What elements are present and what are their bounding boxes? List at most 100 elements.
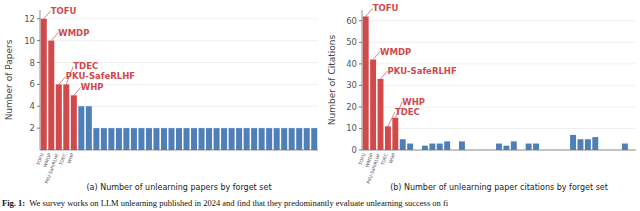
bar (585, 139, 591, 150)
bar (429, 144, 435, 150)
y-tick (359, 128, 362, 129)
x-tick-label: WHP (66, 152, 74, 164)
grid-line (362, 85, 636, 86)
y-tick-label: 0 (352, 145, 357, 155)
bar (370, 60, 376, 150)
annotation: PKU-SafeRLHF (66, 71, 135, 81)
bar (259, 128, 265, 150)
grid-line (40, 18, 318, 19)
bar (392, 118, 398, 150)
annotation-line (395, 102, 402, 118)
bar (131, 128, 137, 150)
y-tick-label: 40 (346, 59, 357, 69)
bar (607, 150, 613, 151)
bar (123, 128, 129, 150)
annotation-line (66, 66, 73, 84)
bar (385, 126, 391, 150)
bar (184, 128, 190, 150)
bar (101, 128, 107, 150)
bar (415, 150, 421, 151)
bar (407, 144, 413, 150)
bar (296, 128, 302, 150)
bar (221, 128, 227, 150)
bar (168, 128, 174, 150)
panel: 24681012Number of PapersTOFUWMDPPKU-Safe… (4, 6, 318, 192)
panel: 0102030405060Number of CitationsTOFUWMDP… (327, 3, 636, 192)
bar (570, 135, 576, 150)
y-tick (37, 128, 40, 129)
annotation-line (373, 52, 380, 60)
y-tick (37, 84, 40, 85)
bar (41, 19, 47, 150)
y-tick-label: 50 (346, 37, 357, 47)
bar (214, 128, 220, 150)
annotation-line (44, 11, 51, 19)
y-axis-label: Number of Papers (4, 39, 14, 120)
y-tick (359, 150, 362, 151)
bar (311, 128, 317, 150)
y-tick-label: 10 (24, 36, 35, 46)
annotation: WMDP (58, 28, 89, 38)
annotation: TDEC (395, 107, 420, 117)
bar (289, 128, 295, 150)
annotation-line (51, 33, 58, 41)
y-tick (359, 106, 362, 107)
figure: 24681012Number of PapersTOFUWMDPPKU-Safe… (0, 0, 640, 211)
bar (251, 128, 257, 150)
bar (363, 16, 369, 150)
annotation: WHP (81, 82, 104, 92)
y-tick (359, 20, 362, 21)
bar (138, 128, 144, 150)
bar (474, 150, 480, 151)
bar (600, 150, 606, 151)
bar (86, 106, 92, 150)
grid-line (362, 42, 636, 43)
bar (444, 141, 450, 150)
bar (153, 128, 159, 150)
bar (592, 137, 598, 150)
x-tick-label: TDEC (58, 153, 67, 167)
bar (452, 150, 458, 151)
bar (93, 128, 99, 150)
bar (206, 128, 212, 150)
bar (481, 150, 487, 151)
bar (304, 128, 310, 150)
bar (615, 150, 621, 151)
x-tick-label: WHP (388, 152, 396, 164)
x-tick-label: PKU-SafeRLHF (44, 152, 60, 184)
y-tick-label: 30 (346, 80, 357, 90)
annotation: TOFU (373, 3, 399, 13)
y-tick-label: 60 (346, 16, 357, 26)
bar (533, 144, 539, 150)
bar (191, 128, 197, 150)
y-tick-label: 10 (346, 123, 357, 133)
bar (466, 150, 472, 151)
bar (146, 128, 152, 150)
y-tick (359, 42, 362, 43)
caption: Fig. 1:We survey works on LLM unlearning… (2, 198, 449, 208)
y-tick (37, 40, 40, 41)
y-tick (359, 63, 362, 64)
bar (56, 84, 62, 150)
y-axis-label: Number of Citations (327, 35, 337, 126)
background (0, 0, 640, 211)
bar (400, 139, 406, 150)
annotation: WHP (402, 97, 425, 107)
y-tick-label: 8 (30, 58, 35, 68)
bar (236, 128, 242, 150)
bar (577, 139, 583, 150)
bar (496, 144, 502, 150)
annotation: TOFU (51, 6, 77, 16)
bar (422, 146, 428, 150)
bar (281, 128, 287, 150)
grid-line (362, 20, 636, 21)
y-tick (37, 62, 40, 63)
y-axis (362, 10, 363, 150)
annotation-line (74, 87, 81, 95)
bar (489, 150, 495, 151)
x-tick-label: PKU-SafeRLHF (366, 152, 382, 184)
grid-line (362, 128, 636, 129)
bar (274, 128, 280, 150)
y-axis (40, 10, 41, 150)
bar (378, 79, 384, 150)
